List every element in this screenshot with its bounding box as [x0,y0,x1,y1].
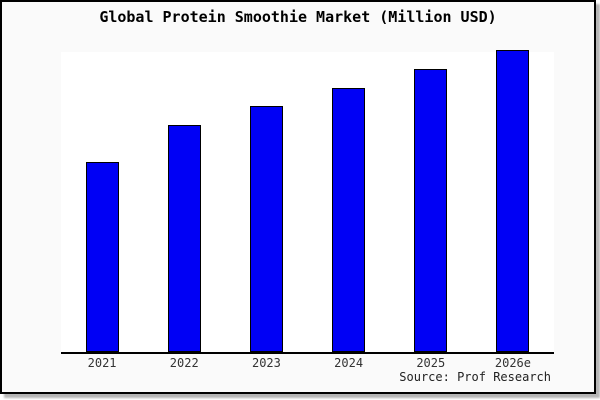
bar-2023 [249,106,283,352]
plot-area [61,50,554,354]
x-tick-label-2026e: 2026e [494,356,531,370]
x-tick-label-2021: 2021 [87,356,117,370]
x-axis-labels: 2021 2022 2023 2024 2025 2026e [61,356,554,370]
x-tick-label-2022: 2022 [169,356,199,370]
chart-frame: Global Protein Smoothie Market (Million … [0,0,596,394]
bar-2025 [414,69,448,352]
bar-2024 [332,87,366,352]
bar-2021 [85,162,119,352]
bar-slot-2022 [143,52,225,352]
x-tick-label-2024: 2024 [334,356,364,370]
bar-2026e [496,50,530,352]
bar-2022 [167,125,201,352]
bar-slot-2021 [61,52,143,352]
bar-slot-2023 [225,52,307,352]
x-tick-label-2025: 2025 [416,356,446,370]
bar-slot-2025 [390,52,472,352]
bar-slot-2026e [472,50,554,352]
source-credit: Source: Prof Research [399,370,551,384]
chart-title: Global Protein Smoothie Market (Million … [99,8,497,26]
bars-group [61,50,554,352]
bar-slot-2024 [308,52,390,352]
x-tick-label-2023: 2023 [251,356,281,370]
